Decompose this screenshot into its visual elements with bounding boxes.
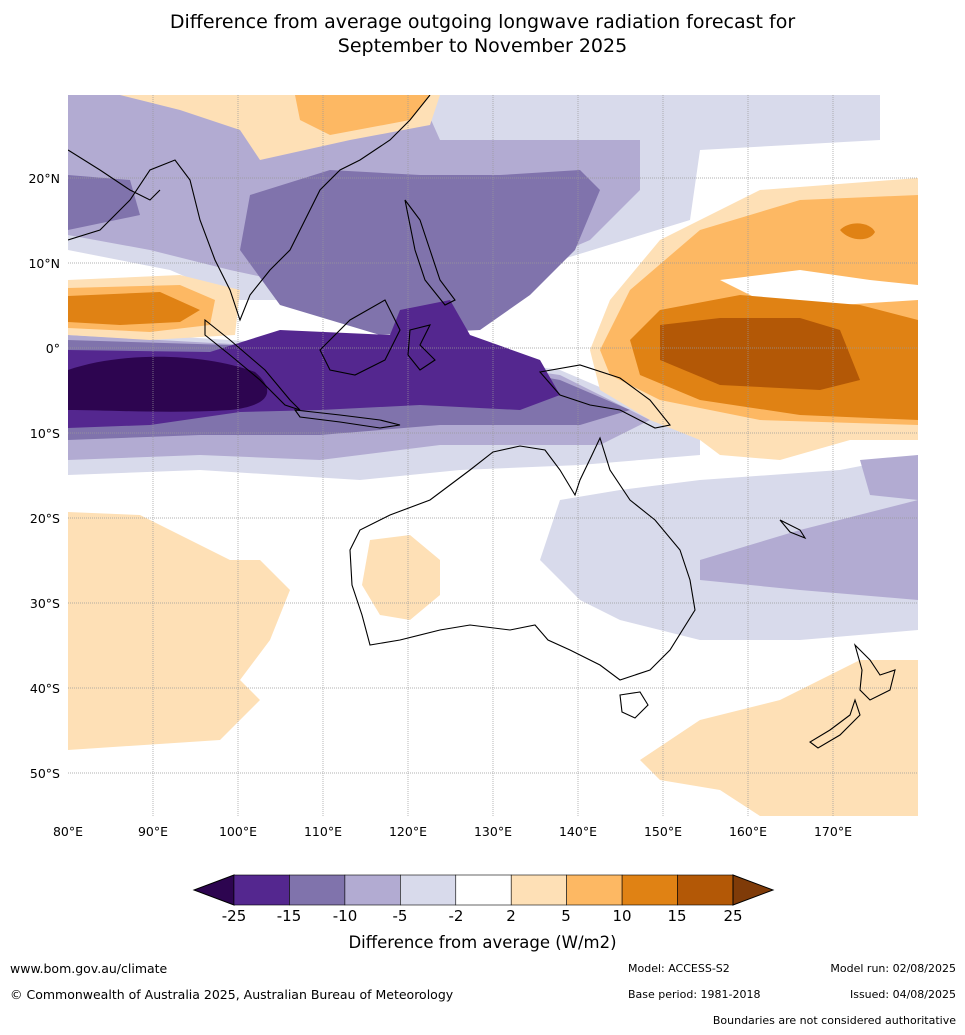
coastline-new-caledonia <box>779 519 807 540</box>
lon-label-120e: 120°E <box>388 824 427 839</box>
lon-label-90e: 90°E <box>137 824 169 839</box>
colorbar-tick-label: -2 <box>448 907 464 925</box>
anomaly-light-orange-southeast <box>640 660 918 816</box>
coastline-asia-mainland <box>68 95 431 322</box>
anomaly-light-orange-westaustralia <box>362 535 440 620</box>
anomaly-dark-orange-pacific-spot <box>840 223 875 240</box>
coastline-india <box>68 149 161 201</box>
colorbar <box>192 874 775 906</box>
lon-label-100e: 100°E <box>218 824 257 839</box>
colorbar-tick-label: 25 <box>723 907 743 925</box>
website-link[interactable]: www.bom.gov.au/climate <box>10 961 168 976</box>
coastline-australia <box>349 436 696 681</box>
colorbar-tick-label: -10 <box>332 907 358 925</box>
colorbar-tick-label: -25 <box>221 907 247 925</box>
coastline-new-guinea <box>538 364 671 429</box>
lat-label-30s: 30°S <box>29 596 60 611</box>
coastline-borneo <box>319 299 401 376</box>
anomaly-darkest-purple-core <box>68 356 268 412</box>
lat-label-40s: 40°S <box>29 681 60 696</box>
lon-label-80e: 80°E <box>52 824 84 839</box>
colorbar-title: Difference from average (W/m2) <box>348 933 617 952</box>
colorbar-segment <box>510 874 567 906</box>
coastline-java <box>293 409 401 429</box>
copyright-text: © Commonwealth of Australia 2025, Austra… <box>10 987 454 1002</box>
colorbar-tick-label: 10 <box>612 907 632 925</box>
coastlines <box>68 95 896 749</box>
colorbar-tick-label: 2 <box>506 907 516 925</box>
anomaly-light-orange-southwest <box>68 512 290 750</box>
issued-text: Issued: 04/08/2025 <box>849 988 956 1001</box>
lat-label-10s: 10°S <box>29 426 60 441</box>
colorbar-segment <box>566 874 623 906</box>
lon-label-110e: 110°E <box>303 824 342 839</box>
map-title: Difference from average outgoing longwav… <box>0 10 965 58</box>
colorbar-tick-label: 5 <box>561 907 571 925</box>
colorbar-segment <box>344 874 401 906</box>
colorbar-arrow-low <box>192 874 235 906</box>
colorbar-segment <box>621 874 678 906</box>
anomaly-purple-north <box>68 175 140 230</box>
coastline-philippines <box>404 199 456 306</box>
colorbar-tick-label: 15 <box>667 907 687 925</box>
model-text: Model: ACCESS-S2 <box>628 962 730 975</box>
anomaly-medium-purple-east <box>700 500 918 600</box>
model-run-text: Model run: 02/08/2025 <box>830 962 956 975</box>
anomaly-light-purple-australia <box>540 455 918 640</box>
anomaly-dark-orange-equator-west <box>68 292 200 325</box>
anomaly-light-purple-ne <box>860 455 918 500</box>
lon-label-140e: 140°E <box>558 824 597 839</box>
colorbar-segment <box>677 874 734 906</box>
colorbar-segment <box>455 874 512 906</box>
coastline-new-zealand-north <box>853 643 896 701</box>
boundaries-note: Boundaries are not considered authoritat… <box>712 1014 956 1027</box>
title-line-2: September to November 2025 <box>337 35 628 57</box>
colorbar-segment <box>289 874 346 906</box>
lon-label-130e: 130°E <box>473 824 512 839</box>
lon-label-150e: 150°E <box>643 824 682 839</box>
lat-label-50s: 50°S <box>29 766 60 781</box>
coastline-tasmania <box>619 691 649 719</box>
colorbar-segment <box>233 874 290 906</box>
anomaly-white-gap-pacific <box>720 270 918 305</box>
colorbar-segment <box>400 874 457 906</box>
colorbar-tick-label: -15 <box>276 907 302 925</box>
coastline-sulawesi <box>407 324 436 371</box>
lon-label-160e: 160°E <box>728 824 767 839</box>
lat-label-20n: 20°N <box>28 171 60 186</box>
anomaly-purple-maritime <box>240 170 600 335</box>
lon-label-170e: 170°E <box>813 824 852 839</box>
colorbar-arrow-high <box>732 874 775 906</box>
anomaly-orange-north <box>295 95 430 135</box>
lat-label-20s: 20°S <box>29 511 60 526</box>
lat-label-equator: 0° <box>45 341 60 356</box>
anomaly-brown-core-pacific <box>660 318 860 390</box>
title-line-1: Difference from average outgoing longwav… <box>169 11 796 33</box>
lat-label-10n: 10°N <box>28 256 60 271</box>
coastline-sumatra <box>204 318 301 411</box>
base-period-text: Base period: 1981-2018 <box>628 988 761 1001</box>
colorbar-tick-label: -5 <box>392 907 408 925</box>
coastline-new-zealand-south <box>809 698 861 749</box>
